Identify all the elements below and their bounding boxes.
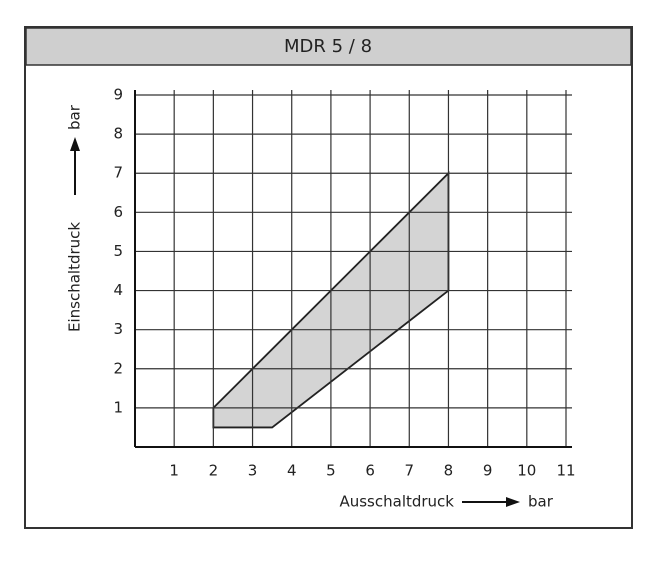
x-tick-label: 10 bbox=[517, 462, 536, 480]
y-tick-label: 9 bbox=[113, 86, 123, 104]
y-tick-label: 1 bbox=[113, 398, 123, 416]
y-tick-label: 7 bbox=[113, 164, 123, 182]
x-tick-label: 2 bbox=[209, 462, 219, 480]
x-tick-label: 1 bbox=[169, 462, 179, 480]
x-tick-label: 4 bbox=[287, 462, 297, 480]
x-tick-label: 7 bbox=[404, 462, 414, 480]
x-tick-label: 5 bbox=[326, 462, 336, 480]
y-axis-label: Einschaltdruck bbox=[66, 222, 84, 332]
y-axis-unit: bar bbox=[66, 104, 84, 130]
y-arrow-head bbox=[70, 137, 80, 151]
x-tick-label: 9 bbox=[483, 462, 493, 480]
x-axis-label: Ausschaltdruck bbox=[339, 493, 454, 511]
y-tick-label: 5 bbox=[113, 242, 123, 260]
y-tick-label: 4 bbox=[113, 281, 123, 299]
x-tick-label: 3 bbox=[248, 462, 258, 480]
y-tick-label: 2 bbox=[113, 359, 123, 377]
header bbox=[25, 27, 632, 66]
x-tick-label: 8 bbox=[444, 462, 454, 480]
y-tick-label: 3 bbox=[113, 320, 123, 338]
x-tick-label: 11 bbox=[556, 462, 575, 480]
y-tick-label: 8 bbox=[113, 125, 123, 143]
chart-title: MDR 5 / 8 bbox=[284, 36, 372, 57]
frame bbox=[24, 26, 633, 529]
x-arrow-head bbox=[506, 497, 520, 507]
x-axis-unit: bar bbox=[528, 493, 554, 511]
y-tick-label: 6 bbox=[113, 203, 123, 221]
x-tick-label: 6 bbox=[365, 462, 375, 480]
